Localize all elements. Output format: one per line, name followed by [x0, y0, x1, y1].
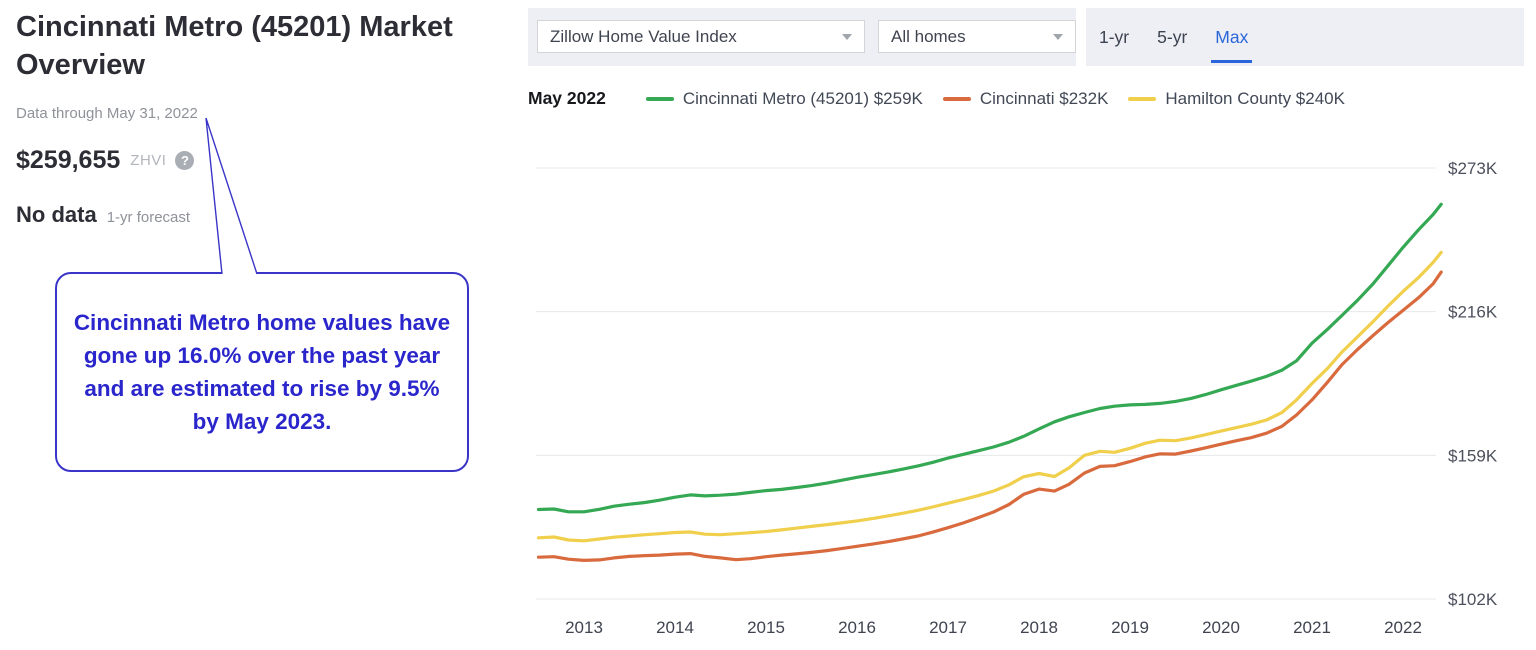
legend-date-label: May 2022: [528, 88, 606, 108]
chart-legend: May 2022 Cincinnati Metro (45201) $259K C…: [528, 88, 1365, 109]
chart-plot-area[interactable]: $273K $216K $159K $102K 2013 2014 2015 2016 2017…: [520, 130, 1536, 650]
page-title: Cincinnati Metro (45201) Market Overview: [16, 11, 453, 81]
chevron-down-icon: [842, 33, 852, 40]
forecast-row: No data 1-yr forecast: [16, 202, 190, 228]
y-axis-tick-label: $102K: [1448, 590, 1498, 609]
toolbar-dropdown-band: Zillow Home Value Index All homes: [528, 8, 1076, 66]
legend-item-label: Hamilton County $240K: [1165, 88, 1345, 108]
x-axis-tick-label: 2015: [747, 618, 785, 637]
metric-dropdown[interactable]: Zillow Home Value Index: [537, 20, 865, 53]
home-value-line-chart[interactable]: $273K $216K $159K $102K 2013 2014 2015 2016 2017…: [520, 130, 1536, 650]
x-axis-tick-label: 2020: [1202, 618, 1240, 637]
x-axis-tick-label: 2016: [838, 618, 876, 637]
legend-item-3[interactable]: Hamilton County $240K: [1128, 89, 1345, 109]
series-line-1: [536, 202, 1443, 514]
tab-max[interactable]: Max: [1211, 8, 1253, 66]
callout-box: Cincinnati Metro home values have gone u…: [55, 272, 469, 472]
help-icon[interactable]: ?: [175, 151, 195, 170]
segment-dropdown-value: All homes: [891, 26, 966, 46]
tab-1yr[interactable]: 1-yr: [1099, 26, 1130, 47]
x-axis-tick-label: 2022: [1384, 618, 1422, 637]
legend-item-1[interactable]: Cincinnati Metro (45201) $259K: [645, 88, 923, 109]
y-axis-tick-label: $159K: [1448, 446, 1498, 465]
x-axis-tick-label: 2017: [929, 618, 967, 637]
chevron-down-icon: [1053, 33, 1063, 40]
series-line-2: [536, 270, 1443, 562]
metric-dropdown-value: Zillow Home Value Index: [550, 26, 737, 46]
x-axis-tick-label: 2018: [1020, 618, 1058, 637]
zhvi-row: $259,655 ZHVI ?: [16, 146, 195, 175]
callout-text: Cincinnati Metro home values have gone u…: [73, 310, 451, 434]
x-axis-tick-label: 2019: [1111, 618, 1149, 637]
x-axis-tick-label: 2014: [656, 618, 694, 637]
legend-dash-icon: [645, 96, 674, 101]
legend-dash-icon: [1128, 96, 1157, 101]
segment-dropdown[interactable]: All homes: [878, 20, 1076, 53]
x-axis-tick-label: 2021: [1293, 618, 1331, 637]
x-axis-tick-label: 2013: [565, 618, 603, 637]
legend-item-label: Cincinnati Metro (45201) $259K: [682, 88, 923, 108]
y-axis-tick-label: $273K: [1448, 159, 1498, 178]
tab-5yr[interactable]: 5-yr: [1157, 26, 1188, 47]
series-line-3: [536, 250, 1443, 543]
zhvi-label: ZHVI: [130, 152, 167, 169]
y-axis-tick-label: $216K: [1448, 303, 1498, 322]
data-through-subtitle: Data through May 31, 2022: [16, 105, 198, 122]
legend-dash-icon: [942, 96, 971, 101]
legend-item-2[interactable]: Cincinnati $232K: [942, 88, 1109, 109]
forecast-value: No data: [16, 202, 97, 227]
zhvi-value: $259,655: [16, 146, 121, 174]
forecast-label: 1-yr forecast: [106, 209, 191, 226]
legend-items: Cincinnati Metro (45201) $259K Cincinnati…: [645, 88, 1365, 109]
range-tabs: 1-yr 5-yr Max: [1097, 8, 1253, 66]
toolbar-tabs-band: 1-yr 5-yr Max: [1086, 8, 1524, 66]
legend-item-label: Cincinnati $232K: [979, 88, 1109, 108]
